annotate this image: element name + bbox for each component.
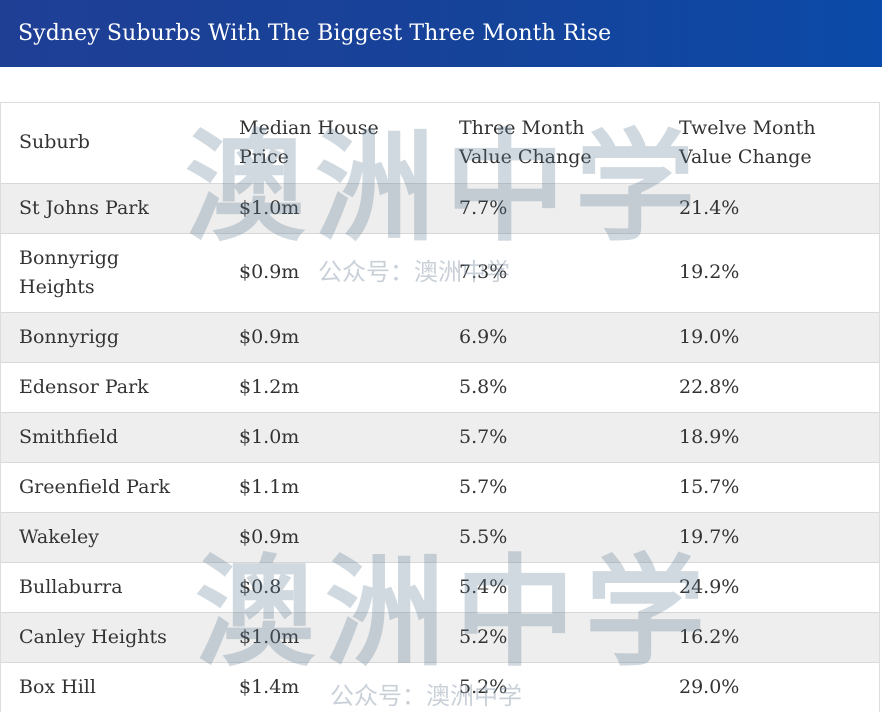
- data-table-container: Suburb Median House Price Three Month Va…: [0, 102, 880, 712]
- table-row: Smithfield $1.0m 5.7% 18.9%: [1, 412, 879, 462]
- cell-three-month: 6.9%: [459, 325, 508, 348]
- cell-suburb: Box Hill: [19, 675, 96, 698]
- cell-suburb: Edensor Park: [19, 375, 149, 398]
- cell-price: $0.9m: [239, 261, 300, 283]
- header-twelve-month: Twelve Month Value Change: [679, 116, 816, 168]
- cell-twelve-month: 18.9%: [679, 425, 740, 448]
- cell-suburb: Bonnyrigg: [19, 325, 120, 348]
- cell-twelve-month: 19.0%: [679, 325, 740, 348]
- table-row: Canley Heights $1.0m 5.2% 16.2%: [1, 612, 879, 662]
- cell-price: $0.9m: [239, 525, 300, 548]
- cell-three-month: 5.2%: [459, 625, 508, 648]
- cell-three-month: 5.7%: [459, 475, 508, 498]
- cell-twelve-month: 19.7%: [679, 525, 740, 548]
- cell-suburb: Canley Heights: [19, 625, 167, 648]
- cell-suburb: Smithfield: [19, 425, 119, 448]
- cell-price: $1.0m: [239, 425, 300, 448]
- cell-suburb: Greenfield Park: [19, 475, 171, 498]
- cell-three-month: 7.3%: [459, 261, 508, 283]
- table-row: Bullaburra $0.8 5.4% 24.9%: [1, 562, 879, 612]
- cell-twelve-month: 22.8%: [679, 375, 740, 398]
- cell-price: $1.0m: [239, 196, 300, 219]
- header-median-price: Median House Price: [239, 116, 379, 168]
- cell-suburb: St Johns Park: [19, 196, 149, 219]
- title-banner: Sydney Suburbs With The Biggest Three Mo…: [0, 0, 882, 67]
- cell-three-month: 5.2%: [459, 675, 508, 698]
- header-suburb: Suburb: [19, 131, 90, 154]
- cell-price: $1.2m: [239, 375, 300, 398]
- table-header-row: Suburb Median House Price Three Month Va…: [1, 103, 879, 183]
- cell-three-month: 5.5%: [459, 525, 508, 548]
- cell-three-month: 5.4%: [459, 575, 508, 598]
- cell-price: $1.0m: [239, 625, 300, 648]
- page-title: Sydney Suburbs With The Biggest Three Mo…: [18, 21, 612, 46]
- table-row: Wakeley $0.9m 5.5% 19.7%: [1, 512, 879, 562]
- table-row: Box Hill $1.4m 5.2% 29.0%: [1, 662, 879, 712]
- cell-suburb: Bonnyrigg Heights: [19, 246, 120, 298]
- cell-twelve-month: 16.2%: [679, 625, 740, 648]
- table-row: Bonnyrigg $0.9m 6.9% 19.0%: [1, 312, 879, 362]
- cell-price: $0.8: [239, 575, 282, 598]
- cell-twelve-month: 21.4%: [679, 196, 740, 219]
- table-row: Edensor Park $1.2m 5.8% 22.8%: [1, 362, 879, 412]
- cell-price: $0.9m: [239, 325, 300, 348]
- cell-twelve-month: 29.0%: [679, 675, 740, 698]
- cell-suburb: Bullaburra: [19, 575, 123, 598]
- cell-twelve-month: 15.7%: [679, 475, 740, 498]
- cell-price: $1.1m: [239, 475, 300, 498]
- cell-suburb: Wakeley: [19, 525, 100, 548]
- header-three-month: Three Month Value Change: [459, 116, 592, 168]
- suburb-table: Suburb Median House Price Three Month Va…: [1, 103, 879, 712]
- table-row: St Johns Park $1.0m 7.7% 21.4%: [1, 183, 879, 233]
- cell-three-month: 5.7%: [459, 425, 508, 448]
- cell-twelve-month: 19.2%: [679, 261, 740, 283]
- cell-three-month: 7.7%: [459, 196, 508, 219]
- table-row: Greenfield Park $1.1m 5.7% 15.7%: [1, 462, 879, 512]
- cell-price: $1.4m: [239, 675, 300, 698]
- cell-twelve-month: 24.9%: [679, 575, 740, 598]
- table-row: Bonnyrigg Heights $0.9m 7.3% 19.2%: [1, 233, 879, 312]
- spacer: [0, 67, 882, 102]
- cell-three-month: 5.8%: [459, 375, 508, 398]
